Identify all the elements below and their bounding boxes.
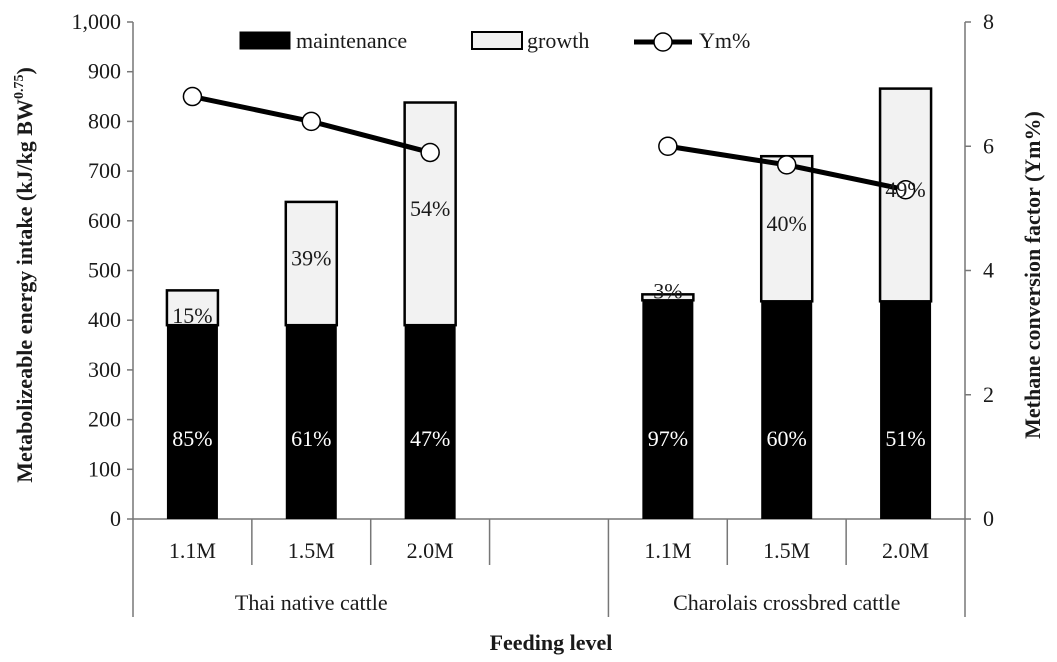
y-left-tick-label: 900 (88, 59, 121, 84)
bar-labels-layer: 85% 15% 61% 39% 47% 54% 97% 3% 60% 40% 51% 49% (172, 177, 925, 451)
y-right-tick-label: 2 (983, 382, 994, 407)
bar-maintenance (880, 301, 932, 519)
legend: maintenance growth Ym% (239, 28, 750, 53)
y-left-tick-label: 100 (88, 456, 121, 481)
bars-layer (165, 87, 933, 519)
bar-maintenance (166, 325, 218, 519)
y-right-tick-label: 6 (983, 133, 994, 158)
legend-label-ym: Ym% (699, 28, 750, 53)
y-axis-left-title-close: ) (12, 67, 37, 74)
y-axis-left-title-main: Metabolizeable energy intake (kJ/kg BW (12, 99, 37, 483)
x-category-label: 1.5M (763, 538, 810, 563)
bar-growth (403, 101, 457, 327)
label-maintenance-pct: 61% (291, 426, 331, 451)
bar-growth (284, 200, 339, 327)
label-growth-pct: 49% (885, 177, 925, 202)
x-group-label: Charolais crossbred cattle (673, 590, 900, 615)
ym-point (420, 142, 440, 163)
label-maintenance-pct: 97% (648, 426, 688, 451)
y-right-tick-label: 0 (983, 506, 994, 531)
label-growth-pct: 40% (767, 211, 807, 236)
legend-swatch-maintenance (239, 31, 291, 50)
x-category-label: 1.1M (169, 538, 216, 563)
x-category-label: 2.0M (882, 538, 929, 563)
label-growth-pct: 54% (410, 196, 450, 221)
bar-growth (641, 293, 695, 302)
y-left-tick-label: 1,000 (72, 9, 122, 34)
y-left-tick-label: 200 (88, 407, 121, 432)
y-axis-right-title: Methane conversion factor (Ym%) (1020, 111, 1045, 439)
legend-label-maintenance: maintenance (296, 28, 407, 53)
label-maintenance-pct: 47% (410, 426, 450, 451)
ym-point (658, 136, 678, 156)
ym-point (301, 111, 322, 132)
legend-swatch-growth (471, 31, 523, 50)
x-category-label: 1.5M (288, 538, 335, 563)
label-growth-pct: 3% (653, 278, 682, 303)
label-maintenance-pct: 85% (172, 426, 212, 451)
ym-point (776, 155, 797, 175)
axes-layer: 0 100 200 300 400 500 600 700 800 900 1,000 0 2 4 6 8 Th… (72, 9, 994, 617)
x-axis-title: Feeding level (490, 630, 613, 655)
x-group-label: Thai native cattle (235, 590, 388, 615)
bar-growth (165, 289, 220, 327)
y-left-tick-label: 600 (88, 208, 121, 233)
label-growth-pct: 15% (172, 303, 212, 328)
y-left-tick-label: 800 (88, 108, 121, 133)
bar-maintenance (761, 301, 813, 519)
y-axis-left-title-sup: 0.75 (12, 75, 27, 100)
y-left-tick-label: 500 (88, 258, 121, 283)
y-left-tick-label: 400 (88, 307, 121, 332)
label-maintenance-pct: 60% (767, 426, 807, 451)
y-right-tick-label: 4 (983, 258, 994, 283)
label-maintenance-pct: 51% (885, 426, 925, 451)
legend-marker-ym (653, 32, 673, 52)
y-left-tick-label: 700 (88, 158, 121, 183)
ym-point (895, 179, 916, 200)
bar-maintenance (285, 325, 337, 519)
y-left-tick-label: 0 (110, 506, 121, 531)
bar-maintenance (642, 300, 694, 519)
bar-maintenance (404, 325, 456, 519)
x-category-label: 1.1M (644, 538, 691, 563)
label-growth-pct: 39% (291, 246, 331, 271)
x-category-label: 2.0M (407, 538, 454, 563)
y-axis-left-title: Metabolizeable energy intake (kJ/kg BW0.… (12, 67, 37, 483)
y-left-tick-label: 300 (88, 357, 121, 382)
y-right-tick-label: 8 (983, 9, 994, 34)
ym-line-layer (182, 86, 916, 200)
ym-point (182, 86, 203, 107)
legend-label-growth: growth (527, 28, 589, 53)
